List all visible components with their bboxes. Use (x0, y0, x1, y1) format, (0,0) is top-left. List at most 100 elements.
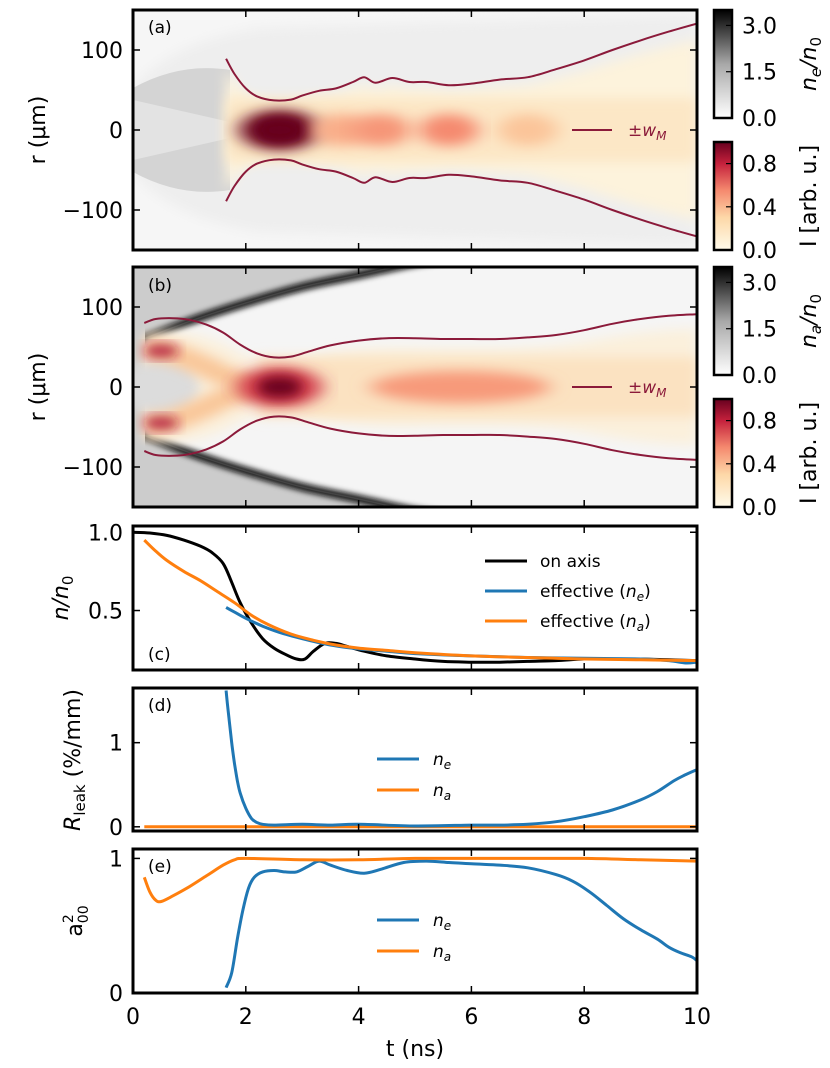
series-line-n-e (224, 690, 697, 828)
series-line-n-a (142, 856, 697, 904)
colorbar-tick-label: 0.8 (742, 410, 777, 435)
colorbar-density-b: 0.0 1.5 3.0 na/n0 (712, 265, 825, 389)
panel-c-legend: on axis effective (ne) effective (na) (485, 552, 651, 634)
panel-c-ylabel: n/n0 (49, 576, 77, 621)
panel-d: 10 (d) ne na Rleak (%/mm) (61, 686, 699, 841)
legend-c-text-0: on axis (540, 552, 601, 572)
panel-b: 100 0 −100 (b) ±wM r (μm) (26, 265, 699, 509)
series-line-n-e (224, 859, 697, 989)
panel-d-lines (144, 690, 697, 829)
panel-a-wm-lines (225, 22, 697, 238)
colorbar-intensity-a-label: I [arb. u.] (797, 145, 822, 247)
panel-c-frame (131, 524, 699, 672)
wm-line-upper (225, 22, 697, 102)
colorbar-tick-label: 0.4 (742, 453, 777, 478)
colorbar-intensity-a-bar (712, 140, 734, 252)
panel-b-legend: ±wM (572, 378, 667, 400)
series-line-on-axis (133, 530, 697, 664)
colorbar-density-b-bar (712, 265, 734, 377)
colorbar-tick-label: 0.0 (742, 364, 777, 389)
legend-wm-text-b: ±wM (628, 378, 667, 400)
intensity-peak (351, 114, 412, 146)
panel-e-ylabel: a200 (61, 905, 92, 936)
legend-d-text-1: na (433, 781, 451, 803)
x-tick-label: 10 (683, 1005, 711, 1030)
panel-d-frame (131, 686, 699, 833)
y-tick-label: 0 (109, 982, 123, 1007)
panel-a-ylabel: r (μm) (26, 96, 51, 165)
y-tick-label: −100 (63, 199, 123, 224)
legend-e-text-1: na (433, 942, 451, 964)
y-tick-label: 1.0 (88, 521, 123, 546)
panel-a-legend: ±wM (572, 121, 667, 143)
panel-e-legend: ne na (377, 911, 451, 964)
y-tick-label: 1 (109, 732, 123, 757)
panel-c-ticks: 1.0 0.5 (88, 521, 698, 670)
x-axis-label: t (ns) (386, 1037, 444, 1062)
colorbar-tick-label: 0.0 (742, 239, 777, 264)
panel-c-label: (c) (148, 645, 171, 665)
intensity-peak-core (257, 377, 302, 397)
intensity-peak (143, 417, 180, 429)
panel-a-intensity (226, 39, 697, 221)
wm-line-upper (143, 313, 697, 359)
y-tick-label: 100 (81, 296, 123, 321)
colorbar-intensity-b-bar (712, 397, 734, 509)
panel-a-label: (a) (148, 18, 172, 38)
y-tick-label: 0 (109, 119, 123, 144)
panel-a: 100 0 −100 (a) ±wM r (μm) (26, 8, 699, 252)
y-tick-label: 1 (109, 847, 123, 872)
panel-b-ylabel: r (μm) (26, 353, 51, 422)
x-tick-label: 4 (352, 1005, 366, 1030)
colorbar-density-a-bar (712, 8, 734, 120)
y-tick-label: 100 (81, 39, 123, 64)
panel-d-ticks: 10 (109, 688, 698, 841)
legend-wm-text-a: ±wM (628, 121, 667, 143)
y-tick-label: 0.5 (88, 600, 123, 625)
panel-d-ylabel: Rleak (%/mm) (61, 689, 89, 831)
colorbar-intensity-b-label: I [arb. u.] (797, 402, 822, 504)
panel-e-frame (131, 847, 699, 995)
colorbar-tick-label: 3.0 (742, 271, 777, 296)
x-tick-label: 8 (577, 1005, 591, 1030)
colorbar-tick-label: 3.0 (742, 14, 777, 39)
colorbar-intensity-a: 0.0 0.4 0.8 I [arb. u.] (712, 140, 822, 264)
panel-b-image (133, 267, 697, 507)
panel-c: 1.0 0.5 (c) on axis effective (ne) effect… (49, 521, 699, 672)
x-tick-label: 0 (126, 1005, 140, 1030)
panel-b-intensity (133, 328, 697, 446)
panel-b-label: (b) (148, 276, 172, 296)
colorbar-intensity-b: 0.0 0.4 0.8 I [arb. u.] (712, 397, 822, 521)
colorbar-tick-label: 0.4 (742, 196, 777, 221)
panel-e-label: (e) (148, 857, 172, 877)
y-tick-label: 0 (109, 816, 123, 841)
panel-b-shock-edge (133, 267, 399, 507)
wm-line-lower (225, 158, 697, 238)
intensity-peak (418, 114, 479, 146)
panel-a-image (133, 10, 697, 250)
intensity-peak-core (257, 120, 302, 140)
legend-c-text-1: effective (ne) (540, 582, 651, 604)
legend-c-text-2: effective (na) (540, 612, 651, 634)
colorbar-tick-label: 1.5 (742, 61, 777, 86)
intensity-peak (497, 114, 558, 146)
panel-b-ticks: 100 0 −100 (63, 267, 698, 507)
legend-d-text-0: ne (433, 750, 451, 772)
panel-d-legend: ne na (377, 750, 451, 803)
colorbar-tick-label: 0.0 (742, 496, 777, 521)
x-tick-label: 6 (464, 1005, 478, 1030)
legend-e-text-0: ne (433, 911, 451, 933)
colorbar-density-b-label: na/n0 (797, 294, 825, 348)
series-line-effective-n-a- (143, 539, 697, 663)
x-tick-label: 2 (239, 1005, 253, 1030)
panel-b-wm-lines (143, 313, 697, 461)
colorbar-density-a-label: ne/n0 (797, 37, 825, 91)
beam-hollow (133, 357, 200, 417)
panel-a-ticks: 100 0 −100 (63, 10, 698, 250)
panel-d-label: (d) (148, 696, 172, 716)
colorbar-density-a: 0.0 1.5 3.0 ne/n0 (712, 8, 825, 132)
panel-c-lines (133, 530, 697, 665)
